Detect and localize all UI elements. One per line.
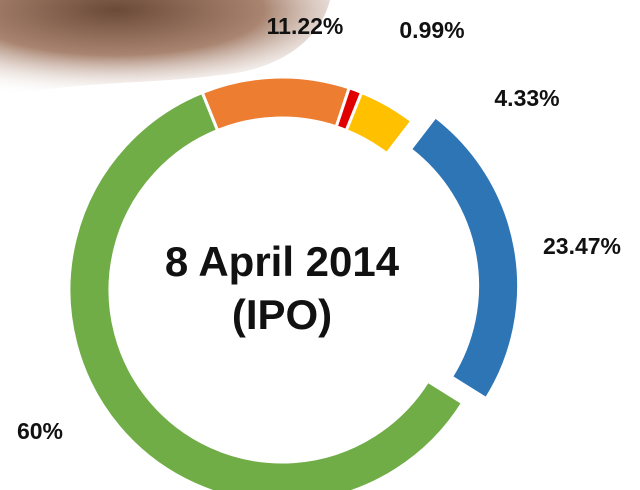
donut-segment: [344, 90, 414, 156]
donut-segment: [67, 90, 465, 490]
data-label: 60%: [17, 418, 63, 444]
data-label: 23.47%: [543, 233, 621, 259]
donut: [67, 75, 521, 490]
data-label: 11.22%: [267, 13, 344, 39]
donut-segment: [200, 75, 352, 133]
donut-segment: [408, 114, 521, 401]
center-label: (IPO): [232, 291, 332, 338]
center-label: 8 April 2014: [165, 238, 400, 285]
data-label: 4.33%: [494, 85, 559, 111]
data-label: 0.99%: [399, 17, 464, 43]
background-photo: [0, 0, 330, 100]
